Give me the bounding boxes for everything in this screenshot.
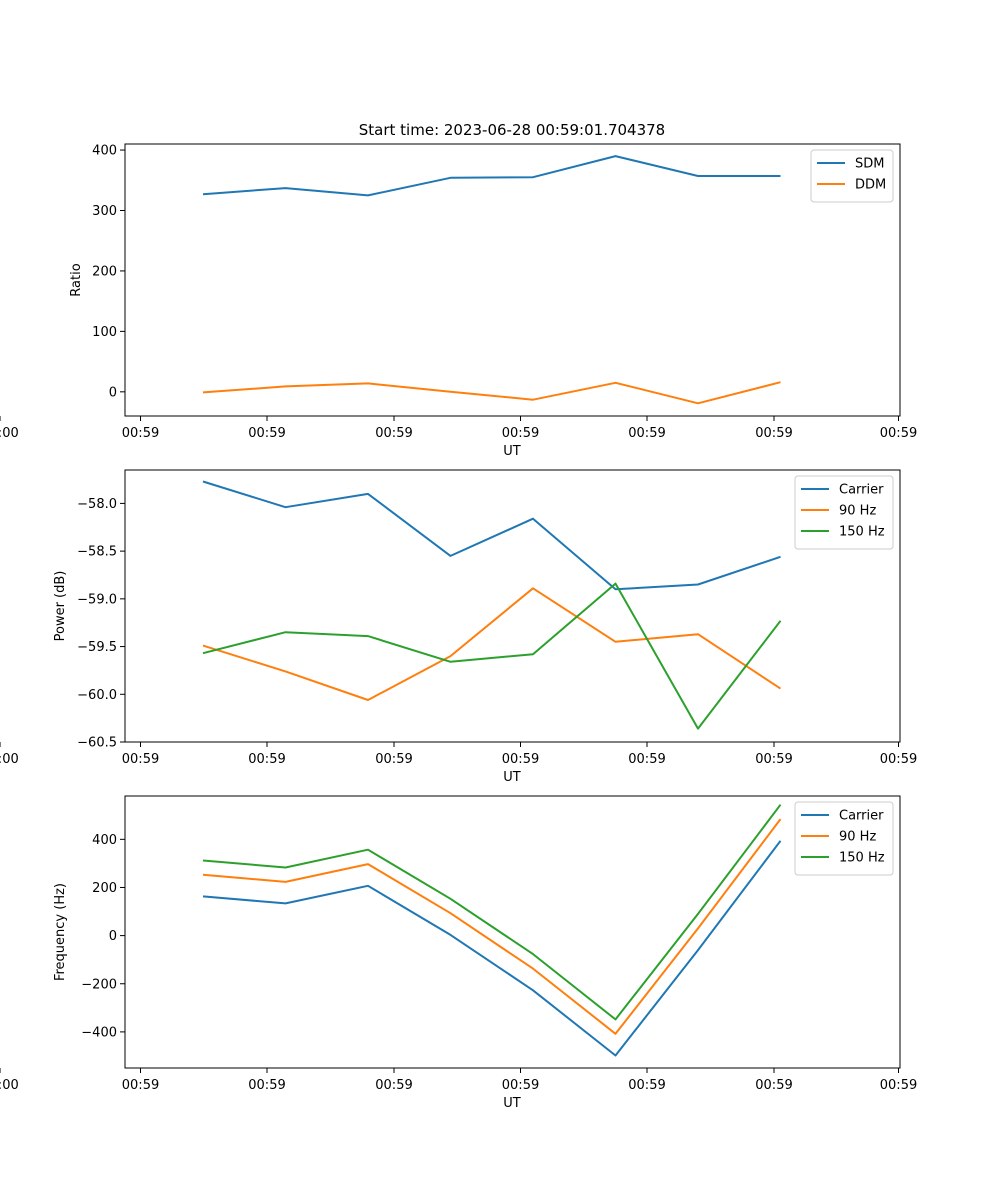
- series-line-90-hz: [202, 587, 782, 701]
- legend-entry: Carrier: [839, 483, 884, 498]
- series-line-ddm: [202, 381, 781, 405]
- legend-entry: 150 Hz: [839, 525, 885, 540]
- y-axis-label: Frequency (Hz): [53, 883, 68, 981]
- x-tick-label: 00:59: [122, 752, 159, 767]
- y-tick-label: 0: [109, 929, 117, 944]
- legend-entry: Carrier: [839, 809, 884, 824]
- y-tick-label: 200: [92, 881, 117, 896]
- y-axis-label: Ratio: [69, 263, 84, 296]
- x-tick-label: 00:59: [628, 1078, 665, 1093]
- y-tick-label: −60.0: [77, 688, 117, 703]
- x-tick-label: 01:00: [0, 426, 19, 441]
- x-axis-label: UT: [503, 444, 521, 459]
- legend-entry: 150 Hz: [839, 851, 885, 866]
- x-tick-label: 01:00: [0, 1078, 19, 1093]
- subplot-2: 00:59 00:59 00:59 00:59 00:59 00:59 00:59 01:00…: [0, 469, 917, 785]
- y-tick-label: −59.0: [77, 592, 117, 607]
- series-line-150-hz: [202, 804, 782, 1021]
- series-line-90-hz: [202, 818, 782, 1035]
- y-tick-label: 100: [92, 325, 117, 340]
- series-line-carrier: [202, 840, 782, 1057]
- series-line-150-hz: [202, 582, 782, 730]
- x-tick-label: 00:59: [248, 426, 285, 441]
- x-tick-label: 00:59: [248, 752, 285, 767]
- legend-entry: SDM: [855, 157, 884, 172]
- legend-entry: 90 Hz: [839, 830, 876, 845]
- x-tick-label: 00:59: [502, 426, 539, 441]
- x-tick-label: 00:59: [880, 752, 917, 767]
- y-tick-label: 300: [92, 204, 117, 219]
- subplots: 00:59 00:59 00:59 00:59 00:59 00:59 00:59 01:00…: [0, 143, 917, 1111]
- legend-entry: DDM: [855, 178, 886, 193]
- legend-entry: 90 Hz: [839, 504, 876, 519]
- x-tick-label: 00:59: [248, 1078, 285, 1093]
- x-tick-label: 00:59: [755, 426, 792, 441]
- series-line-carrier: [202, 480, 781, 591]
- y-tick-label: −200: [81, 977, 117, 992]
- chart-title: Start time: 2023-06-28 00:59:01.704378: [359, 121, 665, 139]
- legend: Carrier 90 Hz 150 Hz: [794, 475, 894, 550]
- x-axis-label: UT: [503, 1096, 521, 1111]
- subplot-3: 00:59 00:59 00:59 00:59 00:59 00:59 00:59 01:00…: [0, 795, 917, 1111]
- y-tick-label: −60.5: [77, 736, 117, 751]
- y-tick-label: −59.5: [77, 640, 117, 655]
- plot-frame: [124, 143, 901, 417]
- y-tick-label: −58.5: [77, 545, 117, 560]
- x-tick-label: 01:00: [0, 752, 19, 767]
- y-tick-label: 200: [92, 264, 117, 279]
- y-tick-label: −58.0: [77, 497, 117, 512]
- x-tick-label: 00:59: [880, 426, 917, 441]
- x-tick-label: 00:59: [375, 752, 412, 767]
- subplot-1: 00:59 00:59 00:59 00:59 00:59 00:59 00:59 01:00…: [0, 143, 917, 459]
- legend: Carrier 90 Hz 150 Hz: [794, 801, 894, 876]
- y-tick-label: −400: [81, 1025, 117, 1040]
- x-tick-label: 00:59: [628, 426, 665, 441]
- x-tick-label: 00:59: [375, 426, 412, 441]
- x-tick-label: 00:59: [122, 1078, 159, 1093]
- x-tick-label: 00:59: [755, 752, 792, 767]
- plot-frame: [124, 469, 901, 743]
- y-tick-label: 400: [92, 144, 117, 159]
- x-tick-label: 00:59: [375, 1078, 412, 1093]
- y-tick-label: 400: [92, 833, 117, 848]
- y-tick-label: 0: [109, 385, 117, 400]
- legend: SDM DDM: [810, 149, 894, 203]
- x-tick-label: 00:59: [122, 426, 159, 441]
- series-line-sdm: [202, 155, 781, 197]
- x-axis-label: UT: [503, 770, 521, 785]
- x-tick-label: 00:59: [502, 1078, 539, 1093]
- x-tick-label: 00:59: [502, 752, 539, 767]
- y-axis-label: Power (dB): [53, 571, 68, 642]
- x-tick-label: 00:59: [880, 1078, 917, 1093]
- plot-frame: [124, 795, 901, 1069]
- x-tick-label: 00:59: [628, 752, 665, 767]
- x-tick-label: 00:59: [755, 1078, 792, 1093]
